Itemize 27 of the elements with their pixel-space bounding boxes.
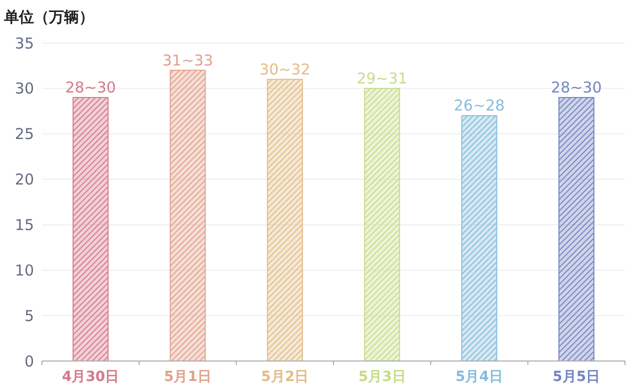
- y-tick-label: 0: [24, 352, 34, 370]
- annotation: 26~28: [454, 96, 505, 115]
- bar: [558, 97, 594, 362]
- annotation: 28~30: [551, 78, 602, 97]
- annotation: 29~31: [356, 69, 408, 88]
- y-axis-title: 单位（万辆）: [3, 8, 94, 26]
- y-tick-label: 10: [14, 261, 34, 280]
- bar: [72, 97, 109, 362]
- bar: [170, 70, 206, 362]
- bar: [266, 78, 303, 362]
- x-tick-label: 5月4日: [456, 369, 503, 385]
- y-tick-label: 5: [24, 306, 34, 325]
- y-tick-label: 15: [14, 216, 34, 234]
- annotation: 30~32: [260, 60, 310, 78]
- bar: [364, 88, 400, 362]
- x-tick-label: 5月3日: [358, 369, 406, 385]
- y-tick-label: 35: [14, 34, 34, 52]
- y-tick-label: 20: [14, 170, 34, 189]
- annotation: 31~33: [162, 51, 214, 70]
- x-tick-label: 4月30日: [62, 369, 120, 385]
- y-tick-label: 25: [14, 125, 34, 144]
- bar: [461, 115, 498, 362]
- x-tick-label: 5月5日: [552, 369, 600, 385]
- y-tick-label: 30: [14, 80, 34, 98]
- annotation: 28~30: [65, 78, 116, 97]
- x-tick-label: 5月2日: [261, 369, 309, 385]
- x-tick-label: 5月1日: [164, 369, 212, 385]
